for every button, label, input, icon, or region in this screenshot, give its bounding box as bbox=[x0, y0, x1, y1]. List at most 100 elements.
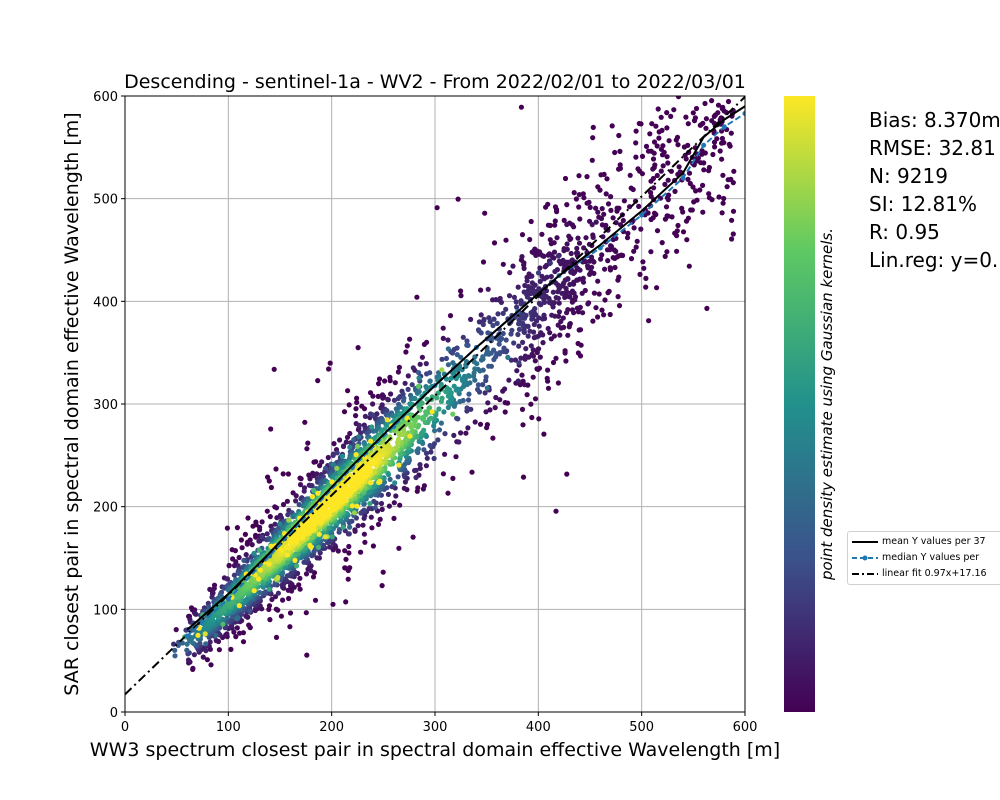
scatter-point bbox=[658, 114, 664, 120]
scatter-point bbox=[576, 327, 582, 333]
scatter-point bbox=[405, 386, 411, 392]
scatter-point bbox=[362, 513, 368, 519]
scatter-point bbox=[508, 357, 514, 363]
scatter-point bbox=[287, 624, 293, 630]
scatter-point bbox=[502, 400, 508, 406]
scatter-point bbox=[267, 617, 273, 623]
scatter-point bbox=[421, 427, 427, 433]
scatter-point bbox=[257, 567, 263, 573]
scatter-point bbox=[269, 596, 275, 603]
scatter-point bbox=[286, 595, 292, 602]
scatter-point bbox=[576, 204, 582, 210]
scatter-point bbox=[379, 506, 385, 512]
scatter-point bbox=[247, 608, 253, 614]
scatter-point bbox=[528, 218, 534, 225]
scatter-point bbox=[247, 537, 253, 543]
scatter-point bbox=[491, 356, 497, 363]
scatter-point bbox=[616, 303, 623, 309]
scatter-point bbox=[588, 254, 595, 260]
scatter-point bbox=[451, 383, 457, 389]
scatter-point bbox=[702, 100, 708, 107]
scatter-point bbox=[171, 641, 177, 647]
scatter-point bbox=[410, 365, 416, 371]
scatter-point bbox=[575, 340, 581, 347]
y-tick-label: 200 bbox=[93, 501, 118, 516]
x-tick-label: 200 bbox=[319, 720, 344, 735]
scatter-point bbox=[345, 576, 351, 582]
scatter-point bbox=[454, 415, 460, 421]
scatter-point bbox=[372, 505, 378, 511]
scatter-point bbox=[553, 355, 559, 361]
scatter-point bbox=[464, 405, 470, 411]
scatter-point bbox=[309, 483, 315, 489]
scatter-point bbox=[314, 555, 320, 561]
scatter-point bbox=[355, 523, 361, 529]
scatter-point bbox=[401, 472, 407, 478]
scatter-point bbox=[426, 416, 432, 422]
scatter-point bbox=[347, 565, 353, 571]
scatter-point bbox=[528, 290, 534, 297]
scatter-points bbox=[171, 96, 737, 673]
scatter-point bbox=[500, 388, 506, 394]
scatter-point bbox=[332, 497, 338, 503]
scatter-point bbox=[731, 168, 737, 174]
scatter-point bbox=[404, 343, 410, 349]
scatter-point bbox=[654, 285, 660, 291]
scatter-point bbox=[585, 301, 591, 307]
scatter-point bbox=[651, 185, 657, 191]
scatter-point bbox=[341, 409, 348, 415]
scatter-point bbox=[679, 205, 685, 211]
scatter-point bbox=[549, 312, 555, 318]
scatter-point bbox=[605, 201, 612, 207]
scatter-point bbox=[476, 319, 482, 325]
scatter-point bbox=[650, 156, 657, 162]
scatter-point bbox=[426, 405, 432, 411]
scatter-point bbox=[683, 114, 689, 120]
scatter-point bbox=[638, 226, 644, 232]
scatter-point bbox=[532, 358, 538, 364]
scatter-point bbox=[208, 662, 214, 668]
scatter-point bbox=[309, 494, 315, 500]
scatter-point bbox=[510, 263, 516, 269]
scatter-point bbox=[287, 610, 294, 616]
scatter-point bbox=[666, 138, 672, 144]
scatter-point bbox=[445, 362, 451, 368]
scatter-point bbox=[267, 514, 273, 520]
scatter-point bbox=[532, 396, 539, 402]
scatter-point bbox=[503, 306, 509, 312]
scatter-point bbox=[412, 395, 418, 402]
scatter-point bbox=[564, 221, 570, 228]
scatter-point bbox=[719, 106, 725, 112]
scatter-point bbox=[440, 335, 446, 341]
scatter-point bbox=[581, 195, 587, 201]
scatter-point bbox=[404, 415, 410, 421]
scatter-point bbox=[565, 332, 571, 338]
scatter-point bbox=[421, 447, 427, 453]
scatter-point bbox=[483, 351, 490, 357]
scatter-point bbox=[672, 230, 678, 236]
x-tick-label: 600 bbox=[733, 720, 758, 735]
scatter-point bbox=[664, 110, 670, 116]
scatter-point bbox=[337, 437, 343, 443]
scatter-point bbox=[172, 647, 178, 653]
scatter-point bbox=[370, 543, 376, 549]
scatter-point bbox=[583, 235, 589, 241]
scatter-point bbox=[561, 217, 567, 223]
scatter-point bbox=[536, 323, 542, 329]
scatter-point bbox=[347, 524, 353, 530]
scatter-point bbox=[367, 480, 373, 486]
scatter-point bbox=[372, 468, 378, 474]
scatter-point bbox=[654, 143, 660, 149]
stat-linreg: Lin.reg: y=0. bbox=[869, 248, 999, 272]
scatter-point bbox=[423, 450, 430, 456]
scatter-point bbox=[536, 300, 543, 306]
scatter-point bbox=[491, 240, 498, 246]
scatter-point bbox=[531, 321, 537, 328]
scatter-point bbox=[334, 450, 340, 456]
scatter-point bbox=[604, 176, 610, 182]
scatter-point bbox=[593, 205, 599, 211]
scatter-point bbox=[293, 498, 299, 504]
scatter-point bbox=[303, 571, 310, 577]
scatter-point bbox=[308, 568, 314, 574]
scatter-point bbox=[664, 195, 671, 201]
